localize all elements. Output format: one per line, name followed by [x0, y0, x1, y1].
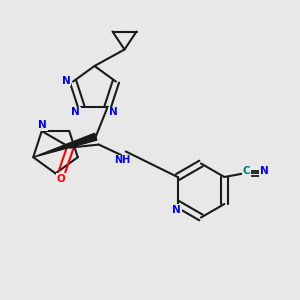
Text: N: N — [62, 76, 71, 85]
Text: O: O — [57, 174, 65, 184]
Text: C: C — [242, 166, 250, 176]
Text: N: N — [71, 107, 80, 117]
Text: N: N — [172, 205, 181, 215]
Text: NH: NH — [114, 155, 130, 166]
Polygon shape — [33, 133, 97, 157]
Text: N: N — [109, 107, 118, 117]
Text: N: N — [260, 166, 268, 176]
Text: N: N — [38, 120, 47, 130]
